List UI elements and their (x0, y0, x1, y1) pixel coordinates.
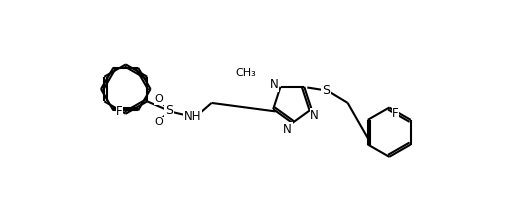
Text: F: F (116, 105, 123, 118)
Text: F: F (391, 107, 398, 120)
Text: O: O (154, 94, 163, 104)
Text: N: N (283, 123, 292, 136)
Text: N: N (309, 109, 319, 122)
Text: N: N (269, 78, 278, 91)
Text: NH: NH (183, 110, 201, 123)
Text: CH₃: CH₃ (235, 68, 255, 78)
Text: S: S (164, 104, 173, 117)
Text: O: O (154, 117, 163, 127)
Text: S: S (321, 84, 329, 97)
